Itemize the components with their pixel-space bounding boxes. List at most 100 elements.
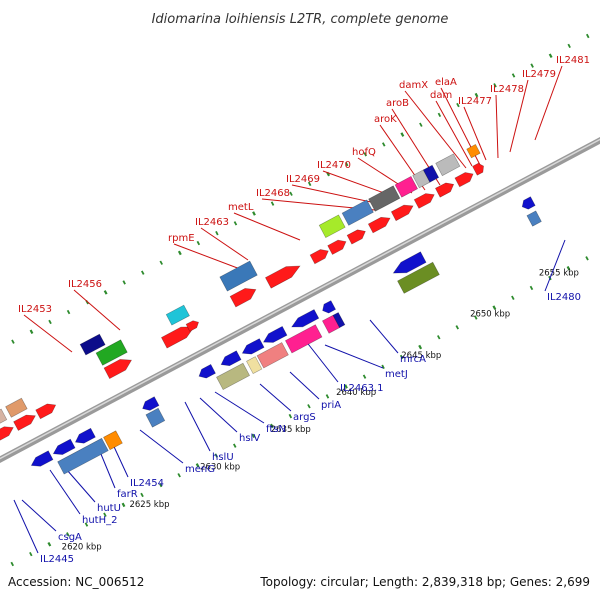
gene-label-reverse: hutU — [97, 503, 121, 514]
gene-box — [0, 408, 8, 424]
gene-label-forward: hofQ — [352, 147, 376, 158]
ruler-tick-top — [548, 53, 553, 59]
gene-label-reverse: hslV — [239, 433, 260, 444]
ruler-tick-bottom — [362, 374, 367, 379]
forward-gene-arrow — [413, 193, 435, 209]
gene-box — [341, 199, 374, 226]
ruler-tick-bottom — [344, 384, 348, 389]
ruler-tick-top — [48, 319, 52, 325]
scale-tick-label: 2630 kbp — [200, 462, 240, 472]
leader-line-reverse — [139, 429, 184, 464]
leader-line-reverse — [324, 344, 384, 369]
forward-gene-arrow — [35, 403, 57, 420]
ruler-tick-top — [159, 260, 163, 265]
forward-gene-arrow — [103, 359, 133, 380]
ruler-tick-top — [530, 63, 534, 68]
leader-line-forward — [200, 227, 249, 261]
forward-gene-arrow — [434, 182, 455, 198]
ruler-tick-bottom — [177, 473, 181, 478]
gene-box — [256, 342, 289, 369]
ruler-tick-bottom — [269, 423, 274, 429]
gene-box — [57, 437, 109, 475]
gene-label-reverse: priA — [321, 400, 341, 411]
gene-box — [95, 339, 128, 366]
leader-line-forward — [291, 184, 386, 206]
leader-line-forward — [463, 106, 487, 161]
accession-text: Accession: NC_006512 — [8, 575, 144, 589]
gene-box — [165, 304, 190, 326]
ruler-tick-bottom — [140, 492, 144, 498]
ruler-tick-bottom — [195, 463, 200, 468]
gene-label-reverse: IL2463.1 — [340, 383, 384, 394]
ruler-tick-top — [400, 132, 405, 137]
gene-label-forward: damX — [399, 80, 428, 91]
ruler-tick-bottom — [121, 502, 126, 508]
gene-label-forward: IL2453 — [18, 304, 52, 315]
gene-box — [526, 210, 542, 227]
forward-gene-arrow — [264, 265, 301, 289]
forward-gene-arrow — [472, 162, 484, 176]
reverse-gene-arrow — [52, 438, 76, 455]
gene-box — [466, 143, 481, 159]
gene-box — [435, 153, 461, 177]
gene-label-reverse: farR — [117, 489, 138, 500]
ruler-tick-bottom — [455, 325, 459, 330]
ruler-tick-top — [122, 280, 126, 285]
gene-box — [332, 312, 346, 329]
backbone-highlight — [0, 138, 600, 460]
ruler-tick-bottom — [10, 561, 14, 567]
gene-label-forward: IL2479 — [522, 69, 556, 80]
leader-line-forward — [495, 94, 499, 159]
gene-label-reverse: ftsN — [266, 424, 286, 435]
gene-box — [368, 185, 401, 212]
ruler-tick-top — [456, 102, 460, 108]
scale-tick-label: 2655 kbp — [539, 269, 579, 279]
ruler-tick-top — [66, 309, 71, 315]
gene-label-reverse: argS — [293, 412, 316, 423]
gene-label-reverse: IL2454 — [130, 478, 164, 489]
leader-line-forward — [435, 100, 473, 167]
ruler-tick-bottom — [437, 335, 441, 340]
ruler-tick-top — [233, 221, 238, 226]
ruler-tick-bottom — [29, 551, 33, 557]
reverse-gene-arrow — [220, 350, 242, 367]
gene-label-reverse: IL2445 — [40, 554, 74, 565]
reverse-gene-arrow — [262, 325, 288, 343]
gene-label-forward: IL2468 — [256, 188, 290, 199]
ruler-tick-top — [103, 290, 108, 295]
leader-line-reverse — [259, 383, 292, 412]
leader-line-reverse — [544, 239, 566, 292]
leader-line-reverse — [13, 499, 39, 554]
reverse-gene-arrow — [322, 300, 337, 314]
gene-box — [318, 214, 346, 239]
scale-tick-label: 2640 kbp — [336, 388, 376, 398]
gene-label-reverse: mrcA — [400, 354, 426, 365]
leader-line-reverse — [289, 371, 320, 400]
gene-label-forward: IL2456 — [68, 279, 102, 290]
gene-label-forward: dam — [430, 90, 452, 101]
ruler-tick-top — [586, 33, 590, 39]
gene-label-forward: metL — [228, 202, 254, 213]
reverse-gene-arrow — [142, 396, 160, 411]
gene-box — [246, 356, 263, 375]
reverse-gene-arrow — [521, 196, 536, 210]
ruler-tick-top — [419, 122, 423, 127]
forward-gene-arrow — [454, 172, 474, 188]
ruler-tick-bottom — [158, 482, 163, 488]
leader-line-reverse — [184, 401, 211, 452]
ruler-tick-bottom — [418, 344, 423, 350]
ruler-tick-bottom — [66, 532, 70, 537]
ruler-tick-top — [215, 230, 219, 236]
ruler-tick-top — [141, 270, 145, 275]
forward-gene-arrow — [327, 239, 347, 255]
forward-gene-arrow — [309, 249, 329, 265]
ruler-tick-bottom — [103, 512, 107, 517]
ruler-tick-top — [196, 240, 201, 246]
leader-line-reverse — [21, 499, 57, 532]
gene-box — [422, 164, 440, 183]
gene-label-forward: aroK — [374, 114, 397, 125]
gene-box — [219, 260, 258, 292]
ruler-tick-bottom — [233, 443, 237, 448]
ruler-tick-top — [11, 339, 15, 344]
